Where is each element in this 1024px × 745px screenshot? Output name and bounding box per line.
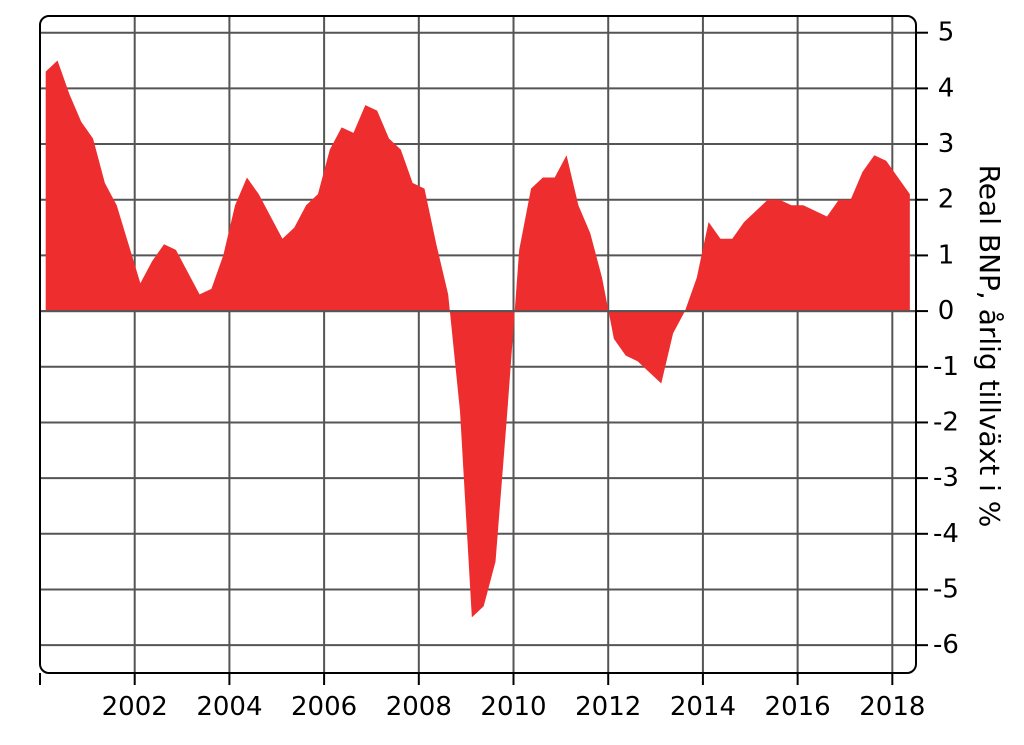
y-tick-label: -4 bbox=[933, 519, 959, 549]
y-tick-label: 0 bbox=[938, 296, 955, 326]
y-axis-title: Real BNP, årlig tillväxt i % bbox=[973, 165, 1006, 528]
gdp-growth-area bbox=[45, 60, 910, 618]
x-tick-label: 2006 bbox=[291, 692, 357, 722]
plot-frame bbox=[39, 15, 917, 674]
x-tick-label: 2010 bbox=[480, 692, 546, 722]
y-tick-label: -1 bbox=[933, 352, 959, 382]
frame-layer bbox=[39, 15, 928, 685]
y-tick-label: 5 bbox=[938, 18, 955, 48]
y-tick-label: -5 bbox=[933, 574, 959, 604]
y-tick-label: -2 bbox=[933, 407, 959, 437]
x-tick-label: 2012 bbox=[575, 692, 641, 722]
x-tick-label: 2004 bbox=[196, 692, 262, 722]
x-tick-label: 2008 bbox=[386, 692, 452, 722]
area-layer bbox=[40, 60, 916, 618]
y-tick-label: 4 bbox=[938, 73, 955, 103]
x-tick-label: 2002 bbox=[102, 692, 168, 722]
x-tick-label: 2016 bbox=[765, 692, 831, 722]
y-tick-label: 2 bbox=[938, 185, 955, 215]
x-tick-labels: 2002 2004 2006 2008 2010 2012 2014 2016 2018 bbox=[102, 692, 926, 722]
y-tick-label: -3 bbox=[933, 463, 959, 493]
y-tick-label: 1 bbox=[938, 240, 955, 270]
y-tick-labels: 5 4 3 2 1 0 -1 -2 -3 -4 -5 -6 bbox=[933, 18, 959, 660]
y-tick-label: 3 bbox=[938, 129, 955, 159]
x-tick-label: 2014 bbox=[670, 692, 736, 722]
x-tick-label: 2018 bbox=[859, 692, 925, 722]
y-tick-label: -6 bbox=[933, 630, 959, 660]
